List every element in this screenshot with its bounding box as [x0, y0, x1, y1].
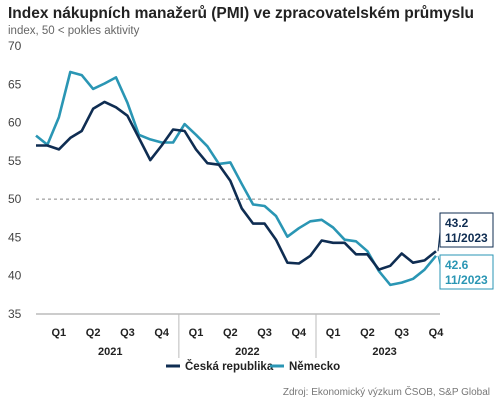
source-note: Zdroj: Ekonomický výzkum ČSOB, S&P Globa… — [282, 387, 490, 398]
legend-label-de: Německo — [289, 361, 340, 373]
chart-subtitle: index, 50 < pokles aktivity — [8, 25, 140, 37]
x-tick-quarter: Q2 — [223, 327, 238, 339]
y-tick-label: 40 — [8, 269, 22, 283]
legend-label-cz: Česká republika — [185, 360, 274, 373]
y-tick-label: 35 — [8, 307, 22, 321]
y-tick-label: 60 — [8, 116, 22, 130]
x-tick-quarter: Q4 — [154, 327, 170, 339]
x-tick-quarter: Q3 — [120, 327, 135, 339]
x-tick-quarter: Q4 — [429, 327, 445, 339]
annotation-box — [439, 212, 494, 248]
series-layer — [35, 70, 438, 287]
series-line-de — [35, 70, 438, 287]
x-tick-year: 2023 — [372, 346, 396, 358]
x-tick-quarter: Q2 — [360, 327, 375, 339]
x-tick-quarter: Q1 — [52, 327, 67, 339]
y-tick-label: 70 — [8, 39, 22, 53]
x-tick-quarter: Q4 — [292, 327, 308, 339]
y-tick-label: 45 — [8, 230, 22, 244]
legend: Česká republika Německo — [166, 360, 340, 373]
x-tick-quarter: Q1 — [189, 327, 204, 339]
x-tick-quarter: Q3 — [394, 327, 409, 339]
y-tick-label: 50 — [8, 192, 22, 206]
x-tick-quarter: Q1 — [326, 327, 341, 339]
annotation-date: 11/2023 — [445, 231, 488, 245]
x-axis: Q1 Q2 Q3 Q4 Q1 Q2 Q3 Q4 Q1 Q2 Q3 Q4 2021 2022 2023 — [52, 314, 445, 358]
x-tick-year: 2021 — [98, 346, 122, 358]
y-axis: 35 40 45 50 55 60 65 70 — [8, 39, 22, 321]
series-line-cz — [36, 100, 437, 271]
x-tick-quarter: Q3 — [257, 327, 272, 339]
y-tick-label: 65 — [8, 77, 22, 91]
annotation-box — [439, 254, 494, 290]
chart-title: Index nákupních manažerů (PMI) ve zpraco… — [8, 5, 475, 22]
annotation-value: 43.2 — [445, 216, 469, 230]
y-tick-label: 55 — [8, 154, 22, 168]
x-tick-quarter: Q2 — [86, 327, 101, 339]
annotation-value: 42.6 — [445, 258, 469, 272]
x-tick-year: 2022 — [235, 346, 259, 358]
annotation-date: 11/2023 — [445, 273, 488, 287]
